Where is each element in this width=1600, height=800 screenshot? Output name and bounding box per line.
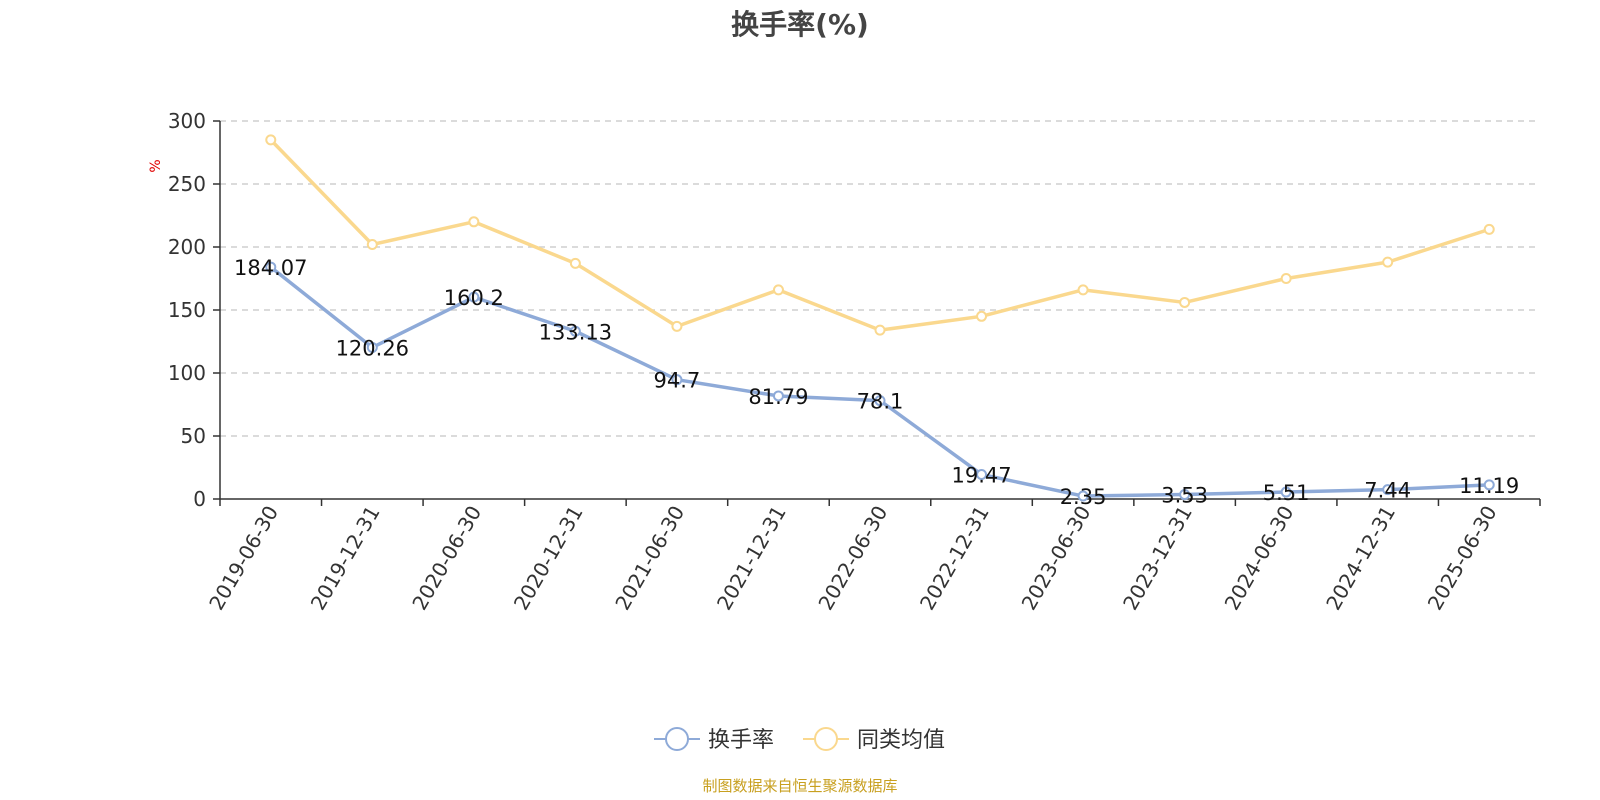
x-tick-label: 2023-06-30 [1017,502,1096,615]
data-point-turnover [569,325,581,337]
chart-title: 换手率(%) [731,8,869,41]
data-point-peer-average [1179,296,1191,308]
data-point-turnover [1179,489,1191,501]
x-tick-label: 2024-06-30 [1220,502,1299,615]
legend: 换手率 同类均值 [654,727,945,753]
data-label-layer: 184.07 120.26 160.2 133.13 94.7 81.79 78.1 19.4… [234,256,1519,509]
x-tick-label: 2024-12-31 [1321,502,1400,615]
data-point-peer-average [366,238,378,250]
x-tick-label: 2023-12-31 [1118,502,1197,615]
grid-layer [220,120,1540,437]
data-label: 78.1 [857,390,904,414]
data-label: 160.2 [444,286,504,310]
data-point-turnover [1280,486,1292,498]
x-tick-label: 2020-12-31 [509,502,588,615]
data-point-turnover [1382,484,1394,496]
data-label: 11.19 [1459,474,1519,498]
data-point-turnover [772,390,784,402]
data-label: 5.51 [1263,481,1310,505]
x-tick-label: 2019-06-30 [204,502,283,615]
data-label: 2.35 [1060,485,1107,509]
axis-layer: 0 50 100 150 200 250 300 2019-06-30 2019-12-31 20… [168,109,1541,615]
data-point-peer-average [671,320,683,332]
series-layer [265,134,1495,502]
data-point-turnover [976,468,988,480]
legend-circle-icon [665,727,689,751]
y-tick-label: 100 [168,361,206,385]
data-point-peer-average [1280,273,1292,284]
x-tick-label: 2022-12-31 [915,502,994,615]
legend-item-peer-average[interactable]: 同类均值 [803,727,945,753]
y-tick-label: 0 [193,487,206,511]
data-point-peer-average [772,284,784,296]
data-label: 19.47 [951,463,1011,487]
data-point-peer-average [976,310,988,322]
data-point-turnover [1077,490,1089,502]
data-point-turnover [671,374,683,386]
data-point-peer-average [265,134,277,146]
data-point-peer-average [1077,284,1089,296]
data-point-peer-average [569,257,581,269]
y-tick-label: 300 [168,109,206,133]
data-point-turnover [366,341,378,353]
y-tick-label: 250 [168,172,206,196]
data-label: 120.26 [336,336,409,360]
data-label: 7.44 [1364,479,1411,503]
data-label: 81.79 [748,385,808,409]
y-tick-label: 200 [168,235,206,259]
data-point-turnover [265,261,277,273]
data-source-note: 制图数据来自恒生聚源数据库 [702,777,897,795]
legend-label: 换手率 [708,728,774,753]
x-tick-label: 2021-12-31 [712,502,791,615]
data-label: 94.7 [654,369,701,393]
legend-label: 同类均值 [857,728,945,753]
x-tick-label: 2020-06-30 [407,502,486,615]
y-axis-unit-label: % [148,159,164,172]
data-label: 3.53 [1161,484,1208,508]
data-point-turnover [1483,479,1495,491]
data-point-turnover [874,395,886,407]
x-tick-label: 2021-06-30 [610,502,689,615]
data-point-peer-average [468,216,480,228]
legend-circle-icon [814,727,838,751]
data-label: 184.07 [234,256,307,280]
data-point-turnover [468,291,480,303]
x-tick-label: 2022-06-30 [813,502,892,615]
data-label: 133.13 [539,320,612,344]
y-tick-label: 50 [181,424,206,448]
data-point-peer-average [874,324,886,336]
legend-item-turnover[interactable]: 换手率 [654,727,774,753]
x-tick-label: 2019-12-31 [306,502,385,615]
y-tick-label: 150 [168,298,206,322]
data-point-peer-average [1382,256,1394,268]
x-tick-label: 2025-06-30 [1423,502,1502,615]
data-point-peer-average [1483,223,1495,235]
